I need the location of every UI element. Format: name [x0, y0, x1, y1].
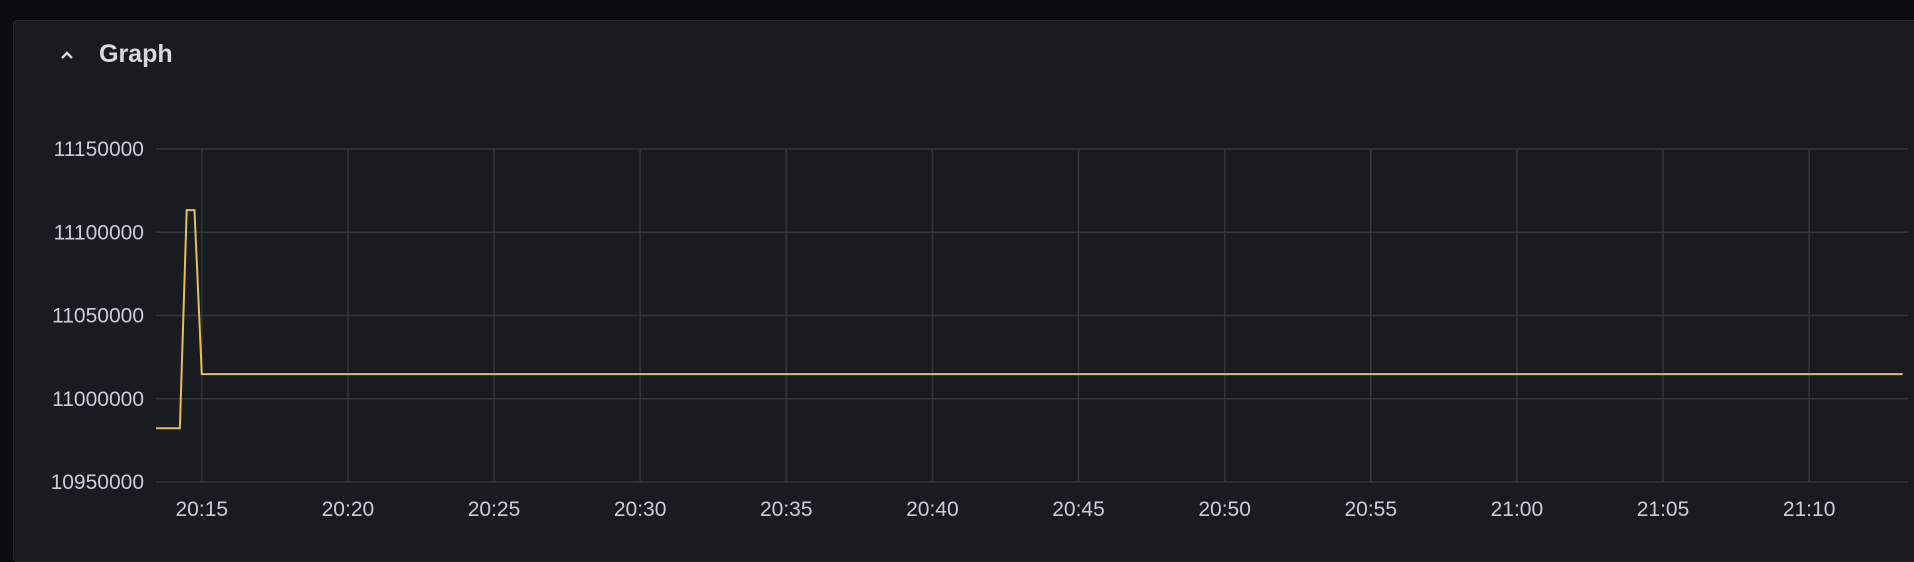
y-tick-label: 11100000: [54, 221, 144, 244]
x-tick-label: 20:35: [760, 498, 813, 521]
panel-header: Graph: [55, 40, 173, 69]
graph-panel: [13, 20, 1914, 562]
x-tick-label: 20:25: [468, 498, 521, 521]
x-tick-label: 20:55: [1344, 498, 1397, 521]
y-tick-label: 10950000: [51, 471, 144, 494]
x-tick-label: 20:45: [1052, 498, 1105, 521]
y-tick-label: 11000000: [52, 388, 144, 411]
line-chart[interactable]: 10950000 11000000 11050000 11100000 11150000…: [0, 0, 1914, 548]
x-tick-label: 20:40: [906, 498, 959, 521]
series-line: [156, 209, 1903, 430]
x-tick-label: 20:50: [1198, 498, 1251, 521]
x-tick-label: 20:15: [176, 498, 229, 521]
chevron-up-icon[interactable]: [55, 43, 79, 67]
x-tick-label: 20:30: [614, 498, 667, 521]
x-tick-label: 20:20: [322, 498, 375, 521]
y-tick-label: 11050000: [52, 305, 144, 328]
panel-title: Graph: [99, 40, 173, 68]
x-tick-label: 21:10: [1783, 498, 1836, 521]
x-tick-label: 21:05: [1637, 498, 1690, 521]
x-tick-label: 21:00: [1491, 498, 1544, 521]
y-tick-label: 11150000: [54, 138, 144, 161]
